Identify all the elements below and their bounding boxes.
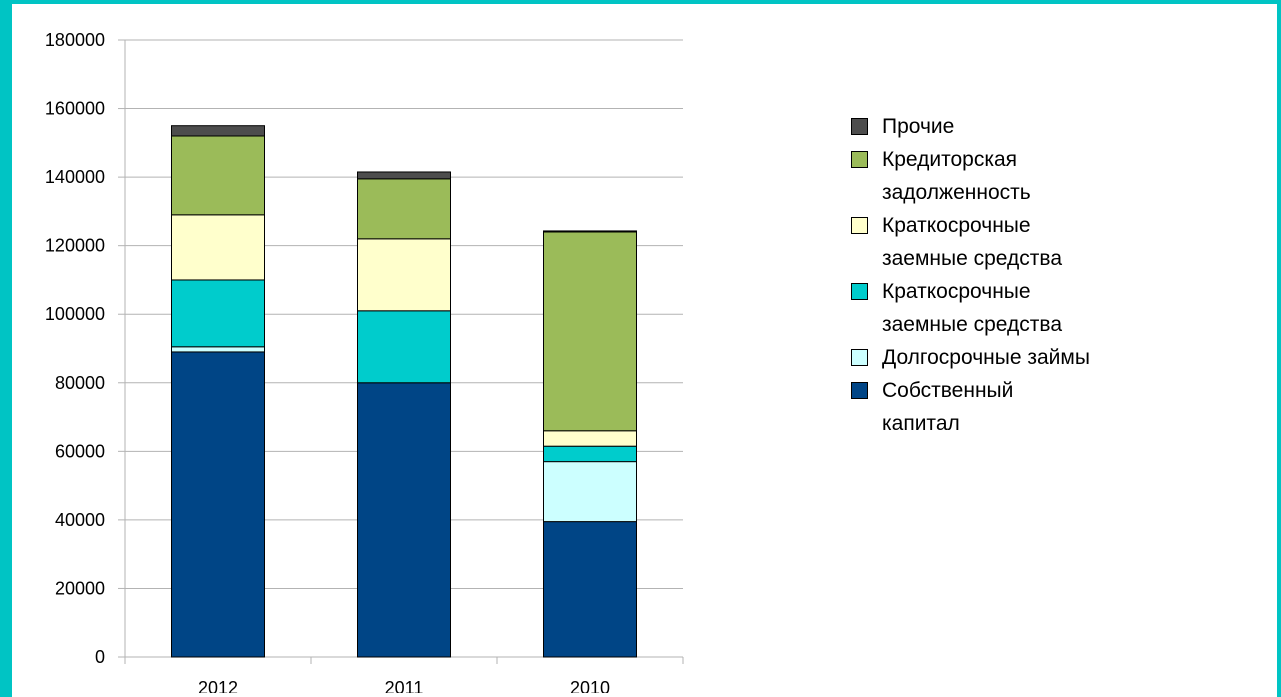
y-tick-label: 120000	[45, 236, 105, 256]
bar-segment	[171, 346, 265, 353]
bar-segment	[357, 171, 451, 180]
x-tick-label: 2010	[570, 678, 610, 693]
legend-item: Собственный капитал	[851, 374, 1151, 440]
legend-label: Прочие	[882, 115, 955, 138]
legend-item: Кредиторская задолженность	[851, 143, 1151, 209]
bar-segment	[171, 135, 265, 216]
legend-item: Прочие	[851, 110, 1151, 143]
bar-segment	[543, 445, 637, 463]
legend-item: Долгосрочные займы	[851, 341, 1151, 374]
bar-segment	[171, 351, 265, 658]
bar-segment	[543, 521, 637, 658]
bar-segment	[543, 430, 637, 447]
bar-segment	[357, 238, 451, 312]
bar-segment	[171, 279, 265, 348]
legend-label: Краткосрочные заемные средства	[882, 280, 1062, 336]
y-tick-label: 80000	[55, 373, 105, 393]
x-tick-label: 2011	[385, 678, 424, 693]
legend-swatch	[851, 283, 868, 300]
legend-swatch	[851, 217, 868, 234]
legend-swatch	[851, 118, 868, 135]
legend-item: Краткосрочные заемные средства	[851, 275, 1151, 341]
y-tick-label: 100000	[45, 304, 105, 324]
y-tick-label: 180000	[45, 30, 105, 50]
x-tick-label: 2012	[198, 678, 238, 693]
bar-segment	[357, 382, 451, 658]
legend: Прочие Кредиторская задолженность Краткоср…	[851, 110, 1151, 440]
legend-label: Собственный капитал	[882, 379, 1014, 435]
bar-segment	[543, 230, 637, 233]
legend-swatch	[851, 151, 868, 168]
bar-segment	[171, 125, 265, 137]
legend-label: Краткосрочные заемные средства	[882, 214, 1062, 270]
y-tick-label: 160000	[45, 99, 105, 119]
bar-segment	[357, 178, 451, 240]
legend-swatch	[851, 382, 868, 399]
y-tick-label: 140000	[45, 167, 105, 187]
bar-segment	[543, 231, 637, 432]
legend-swatch	[851, 349, 868, 366]
y-tick-label: 20000	[55, 578, 105, 598]
bar-segment	[171, 214, 265, 281]
y-tick-label: 60000	[55, 441, 105, 461]
y-tick-label: 0	[95, 647, 105, 667]
bar-segment	[543, 461, 637, 523]
y-tick-label: 40000	[55, 510, 105, 530]
legend-label: Долгосрочные займы	[882, 346, 1090, 369]
legend-item: Краткосрочные заемные средства	[851, 209, 1151, 275]
legend-label: Кредиторская задолженность	[882, 148, 1031, 204]
bar-segment	[357, 310, 451, 384]
